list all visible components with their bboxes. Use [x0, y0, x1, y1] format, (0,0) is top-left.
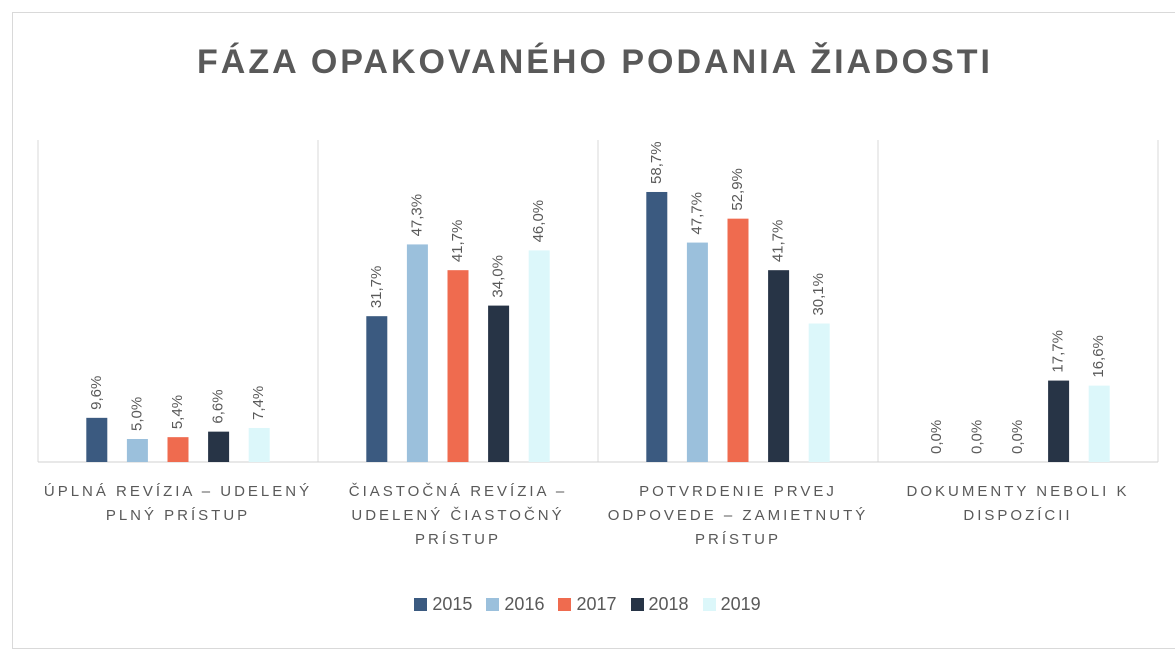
data-label: 41,7%	[449, 220, 466, 263]
legend-label: 2016	[504, 594, 545, 614]
legend-swatch	[414, 598, 428, 611]
chart-title: FÁZA OPAKOVANÉHO PODANIA ŽIADOSTI	[197, 43, 993, 81]
x-tick-label: DOKUMENTY NEBOLI K DISPOZÍCII	[906, 483, 1130, 524]
legend-label: 2017	[576, 594, 617, 614]
data-label: 41,7%	[770, 220, 787, 263]
data-label: 6,6%	[210, 389, 227, 423]
legend-item: 2018	[630, 594, 689, 615]
bar	[366, 316, 388, 462]
bar	[86, 417, 108, 462]
legend-item: 2016	[486, 594, 544, 615]
legend-label: 2015	[432, 594, 473, 614]
data-label: 30,1%	[810, 273, 827, 316]
legend-item: 2017	[558, 594, 617, 615]
data-label: 52,9%	[729, 168, 746, 211]
bar	[167, 437, 189, 462]
x-tick-label: POTVRDENIE PRVEJ ODPOVEDE – ZAMIETNUTÝ P…	[607, 483, 869, 548]
bar	[808, 323, 830, 462]
data-label: 0,0%	[928, 420, 945, 454]
data-label: 47,3%	[408, 194, 425, 237]
legend-swatch	[702, 598, 716, 611]
data-label: 16,6%	[1090, 335, 1107, 378]
bar	[126, 439, 148, 462]
legend-swatch	[486, 598, 500, 611]
legend-swatch	[630, 598, 644, 611]
bar	[727, 218, 749, 462]
data-label: 0,0%	[1009, 420, 1026, 454]
bar	[1088, 385, 1110, 462]
x-tick-label: ČIASTOČNÁ REVÍZIA – UDELENÝ ČIASTOČNÝ PR…	[348, 483, 568, 548]
bar	[406, 244, 428, 462]
bar	[248, 427, 270, 462]
data-label: 34,0%	[490, 255, 507, 298]
bar	[686, 242, 708, 462]
bar	[447, 270, 469, 462]
legend-label: 2018	[648, 594, 689, 614]
data-label: 9,6%	[88, 376, 105, 410]
bar	[528, 250, 550, 462]
data-label: 46,0%	[530, 200, 547, 243]
bar	[488, 305, 510, 462]
data-label: 31,7%	[368, 266, 385, 309]
data-label: 47,7%	[688, 192, 705, 235]
legend-item: 2015	[414, 594, 472, 615]
bar	[646, 191, 668, 463]
data-label: 0,0%	[968, 420, 985, 454]
bar	[768, 270, 790, 462]
data-label: 7,4%	[250, 386, 267, 420]
legend-label: 2019	[720, 594, 761, 614]
bar	[1048, 380, 1070, 462]
bar	[208, 431, 230, 462]
data-label: 5,0%	[128, 397, 145, 431]
x-tick-label: ÚPLNÁ REVÍZIA – UDELENÝ PLNÝ PRÍSTUP	[43, 483, 313, 524]
legend: 2015 2016 2017 2018 2019	[0, 594, 1175, 615]
data-label: 58,7%	[648, 141, 665, 184]
legend-item: 2019	[702, 594, 761, 615]
data-label: 5,4%	[169, 395, 186, 429]
data-label: 17,7%	[1050, 330, 1067, 373]
legend-swatch	[558, 598, 572, 611]
